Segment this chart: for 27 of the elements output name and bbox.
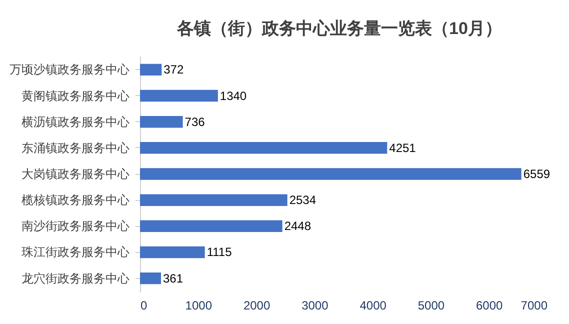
x-tick-label: 5000 <box>418 298 445 312</box>
data-label: 4251 <box>389 140 416 155</box>
data-label: 2448 <box>284 219 312 234</box>
x-tick-label: 7000 <box>520 298 548 312</box>
y-tick-label: 黄阁镇政务服务中心 <box>22 88 130 103</box>
x-tick-label: 3000 <box>302 298 329 312</box>
data-label: 372 <box>164 62 184 77</box>
x-tick-label: 6000 <box>476 298 504 312</box>
data-label: 1115 <box>206 245 232 260</box>
chart-title: 各镇（街）政务中心业务量一览表（10月） <box>176 19 502 38</box>
y-tick-label: 东涌镇政务服务中心 <box>22 140 130 155</box>
data-label: 361 <box>162 271 184 286</box>
x-tick-label: 2000 <box>243 298 270 312</box>
x-tick-label: 1000 <box>185 298 212 312</box>
y-tick-label: 珠江街政务服务中心 <box>22 245 130 260</box>
data-label: 2534 <box>289 193 316 208</box>
y-tick-label: 南沙街政务服务中心 <box>22 219 130 234</box>
x-tick-label: 4000 <box>360 298 387 312</box>
y-tick-label: 龙穴街政务服务中心 <box>22 271 130 286</box>
data-label: 1340 <box>220 88 247 103</box>
y-tick-label: 大岗镇政务服务中心 <box>22 167 130 181</box>
x-tick-label: 0 <box>140 298 148 312</box>
y-tick-label: 万顷沙镇政务服务中心 <box>10 62 130 77</box>
data-label: 736 <box>184 114 206 129</box>
data-label: 6559 <box>523 167 550 181</box>
y-tick-label: 横沥镇政务服务中心 <box>22 114 130 129</box>
y-tick-label: 榄核镇政务服务中心 <box>22 193 130 208</box>
